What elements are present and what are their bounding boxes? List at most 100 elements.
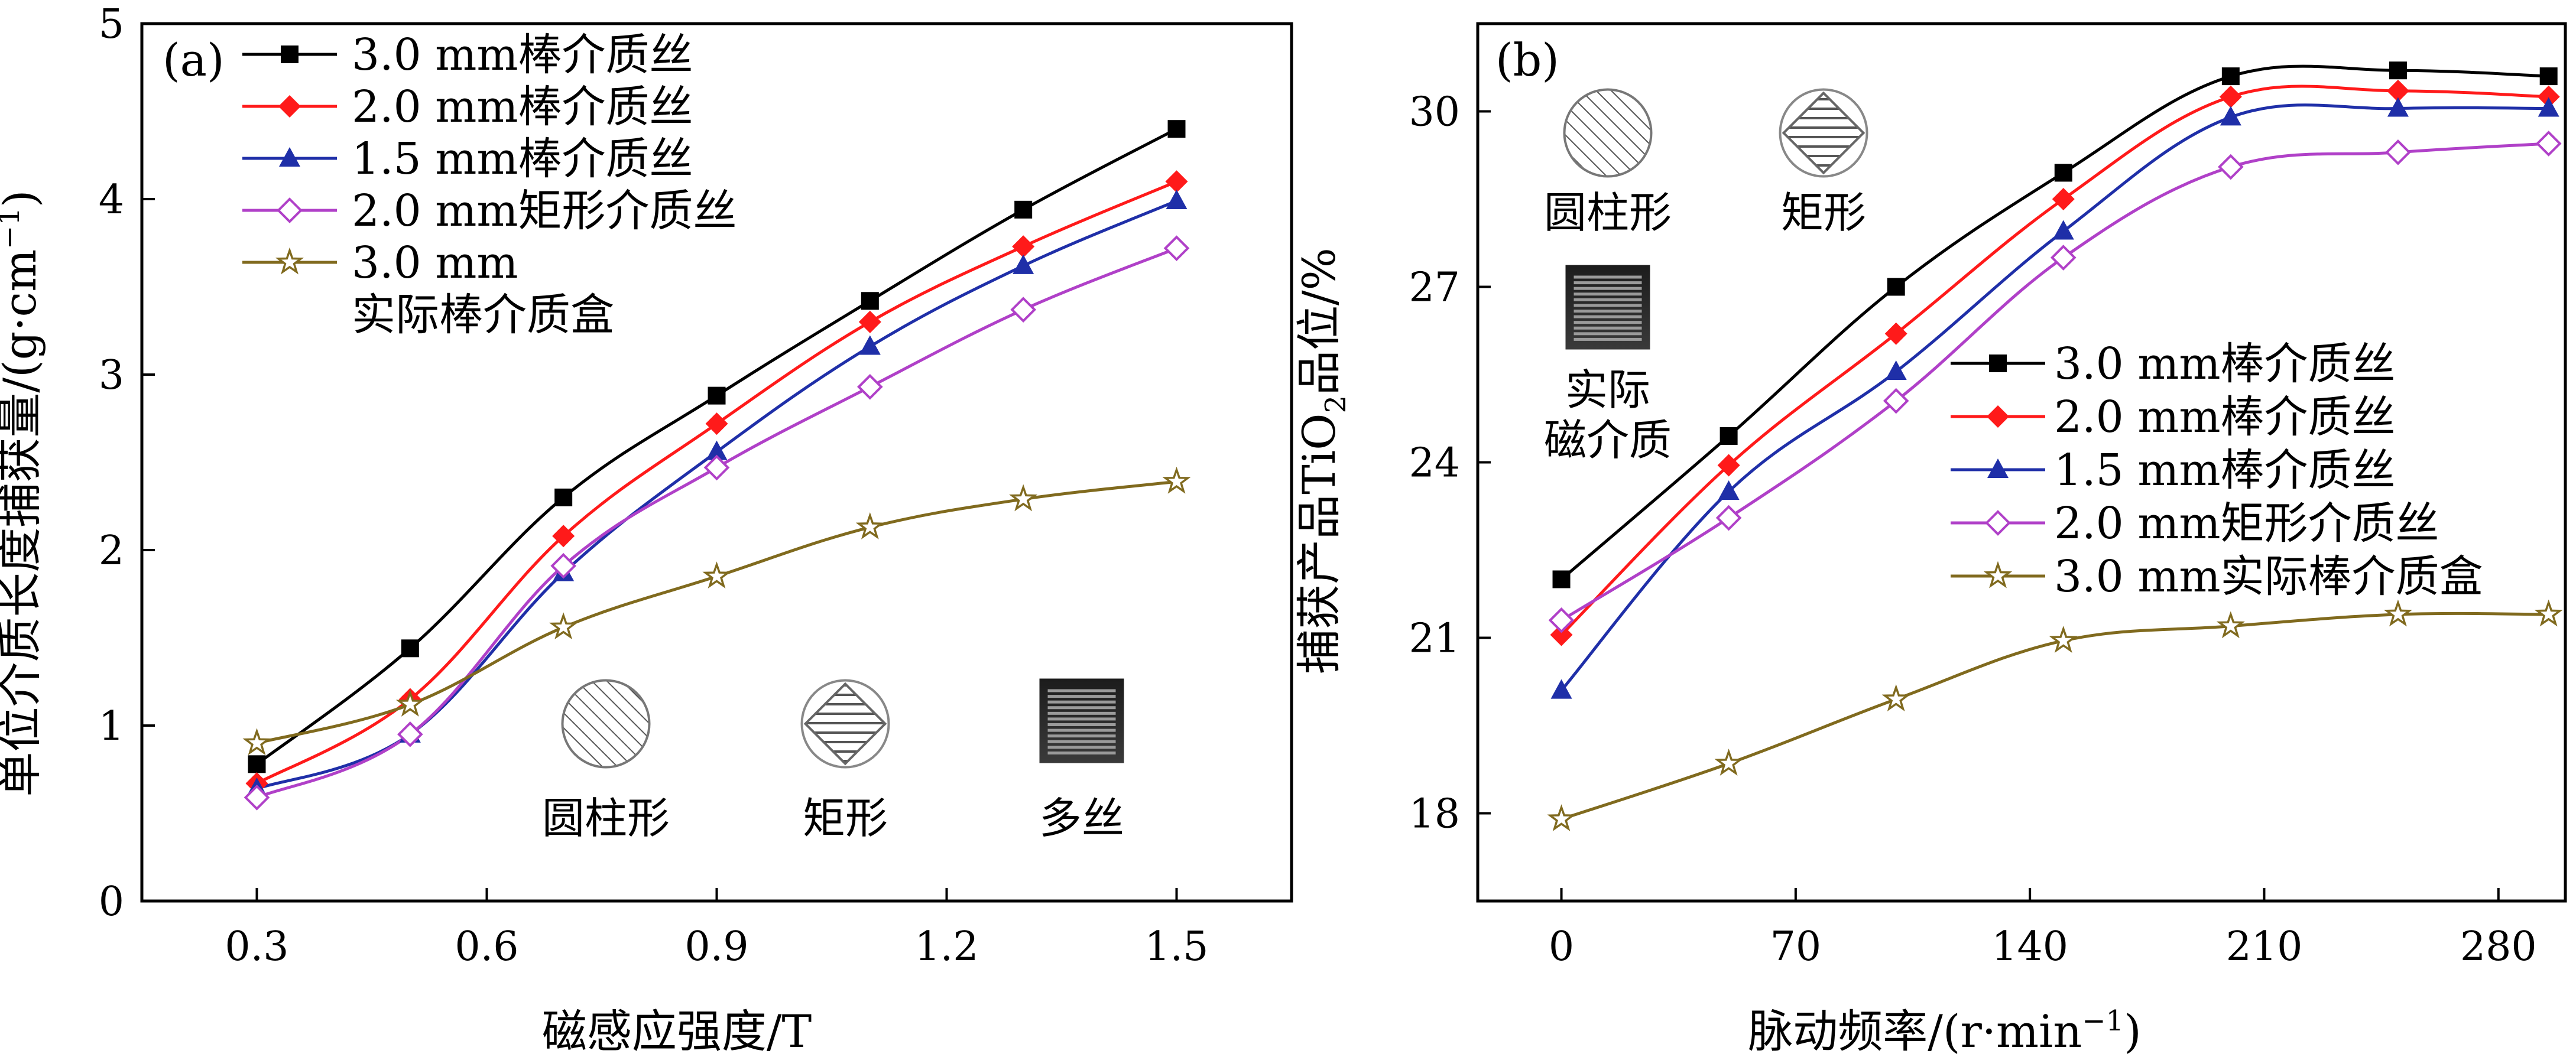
data-point-a-3 <box>550 552 576 579</box>
y-tick-label-b: 21 <box>1409 616 1460 662</box>
series-line-b-4 <box>1560 612 2549 821</box>
inset-icon-a-multi <box>1039 678 1124 763</box>
inset-label-b-rect: 矩形 <box>1781 188 1866 238</box>
y-tick-label-a: 5 <box>99 1 124 48</box>
data-point-a-3 <box>703 454 730 481</box>
legend-marker-b-0 <box>1989 354 2007 372</box>
legend-marker-b-3 <box>1985 510 2011 536</box>
data-point-a-0 <box>401 639 419 658</box>
data-point-b-0 <box>2389 61 2407 80</box>
data-point-a-1 <box>1165 170 1188 193</box>
data-point-b-1 <box>1550 623 1573 646</box>
data-point-a-0 <box>1014 200 1033 219</box>
data-point-a-1 <box>705 412 728 435</box>
data-point-b-4 <box>1714 749 1743 776</box>
legend-label-a-2: 1.5 mm棒介质丝 <box>352 134 693 184</box>
y-axis-label-a-main: 单位介质长度捕获量/(g·cm <box>0 249 46 797</box>
panel-label-a: (a) <box>163 34 225 86</box>
y-axis-label-a-sup: −1 <box>0 207 26 249</box>
x-tick-label-b: 280 <box>2460 923 2537 970</box>
data-point-a-1 <box>858 310 881 333</box>
inset-label-b-cylinder: 圆柱形 <box>1544 188 1672 238</box>
y-tick-label-a: 3 <box>99 352 124 399</box>
legend-marker-b-2 <box>1987 458 2009 478</box>
legend-label-a-4: 3.0 mm <box>352 238 518 288</box>
data-point-b-2 <box>2052 220 2074 240</box>
series-line-a-4 <box>256 480 1177 745</box>
y-axis-label-b-rest: 品位/% <box>1293 248 1345 395</box>
data-point-b-1 <box>2219 85 2242 108</box>
data-point-b-2 <box>1718 480 1740 500</box>
legend-marker-a-3 <box>277 197 303 223</box>
x-axis-label-b-main: 脉动频率/(r·min <box>1748 1005 2082 1057</box>
data-point-a-2 <box>706 440 728 460</box>
data-point-a-4 <box>1009 484 1038 512</box>
legend-marker-b-1 <box>1987 405 2009 428</box>
data-point-a-4 <box>855 512 884 539</box>
series-line-b-2 <box>1560 103 2549 692</box>
data-point-b-3 <box>2385 139 2411 165</box>
x-axis-label-b: 脉动频率/(r·min−1) <box>1748 1004 2142 1057</box>
data-point-b-0 <box>1552 570 1571 588</box>
data-point-a-0 <box>554 488 573 506</box>
data-point-b-4 <box>1881 684 1910 711</box>
legend-label-a-0: 3.0 mm棒介质丝 <box>352 30 693 80</box>
x-tick-label-a: 1.5 <box>1144 923 1208 970</box>
x-tick-label-b: 140 <box>1991 923 2068 970</box>
data-point-b-0 <box>2539 67 2558 86</box>
series-line-b-1 <box>1560 84 2549 636</box>
data-point-b-2 <box>2538 97 2559 117</box>
chart-panel-a: (a) 磁感应强度/T 单位介质长度捕获量/(g·cm−1) 0.3 0.6 0.9… <box>0 1 1293 1057</box>
legend-label-b-0: 3.0 mm棒介质丝 <box>2054 339 2396 389</box>
data-point-b-3 <box>1715 505 1742 531</box>
inset-icon-b-multi <box>1565 265 1650 350</box>
data-point-b-4 <box>2216 611 2245 639</box>
legend-label-a-1: 2.0 mm棒介质丝 <box>352 82 693 132</box>
data-point-a-0 <box>861 292 879 310</box>
data-point-b-1 <box>2386 79 2409 102</box>
data-point-a-2 <box>1166 189 1188 209</box>
data-point-a-3 <box>1163 235 1190 261</box>
data-point-b-2 <box>1885 360 1907 380</box>
data-point-a-2 <box>859 335 881 355</box>
legend-label-b-4: 3.0 mm实际棒介质盒 <box>2054 551 2483 602</box>
legend-marker-a-2 <box>279 147 300 167</box>
inset-label-a-multi: 多丝 <box>1039 793 1124 843</box>
data-point-a-4 <box>242 728 271 756</box>
y-tick-label-a: 1 <box>99 703 124 750</box>
x-axis-label-b-close: ) <box>2124 1005 2142 1057</box>
data-point-b-4 <box>2534 599 2563 627</box>
data-point-a-4 <box>1162 466 1191 494</box>
y-axis-label-b-main: 捕获产品TiO <box>1293 414 1345 674</box>
x-tick-label-a: 1.2 <box>914 923 978 970</box>
data-point-b-3 <box>1883 388 1909 414</box>
data-point-b-0 <box>1720 427 1738 445</box>
y-tick-label-b: 30 <box>1409 89 1460 136</box>
data-point-b-2 <box>1550 679 1572 699</box>
x-tick-label-a: 0.9 <box>684 923 748 970</box>
data-point-a-3 <box>857 373 883 400</box>
data-point-b-3 <box>2050 245 2077 271</box>
legend-marker-a-0 <box>281 45 299 63</box>
y-tick-label-a: 4 <box>99 177 124 223</box>
data-point-b-1 <box>1884 322 1907 345</box>
y-axis-label-a-close: ) <box>0 190 46 207</box>
x-tick-label-a: 0.3 <box>225 923 288 970</box>
y-axis-label-a: 单位介质长度捕获量/(g·cm−1) <box>0 190 46 796</box>
data-point-b-0 <box>2054 164 2072 182</box>
legend-marker-a-1 <box>278 95 301 118</box>
inset-icon-b-rect <box>1779 88 1868 178</box>
data-point-a-0 <box>248 755 266 773</box>
data-point-a-2 <box>1013 254 1034 274</box>
x-tick-label-b: 70 <box>1770 923 1822 970</box>
x-tick-label-a: 0.6 <box>455 923 518 970</box>
data-point-a-4 <box>549 612 578 640</box>
data-point-b-2 <box>2387 97 2409 117</box>
data-point-b-4 <box>2383 599 2413 627</box>
inset-label-b-multi: 磁介质 <box>1544 415 1672 465</box>
y-axis-label-b: 捕获产品TiO2品位/% <box>1293 248 1352 674</box>
legend-marker-b-4 <box>1983 561 2013 588</box>
data-point-a-3 <box>244 784 270 811</box>
data-point-a-3 <box>1010 297 1036 323</box>
